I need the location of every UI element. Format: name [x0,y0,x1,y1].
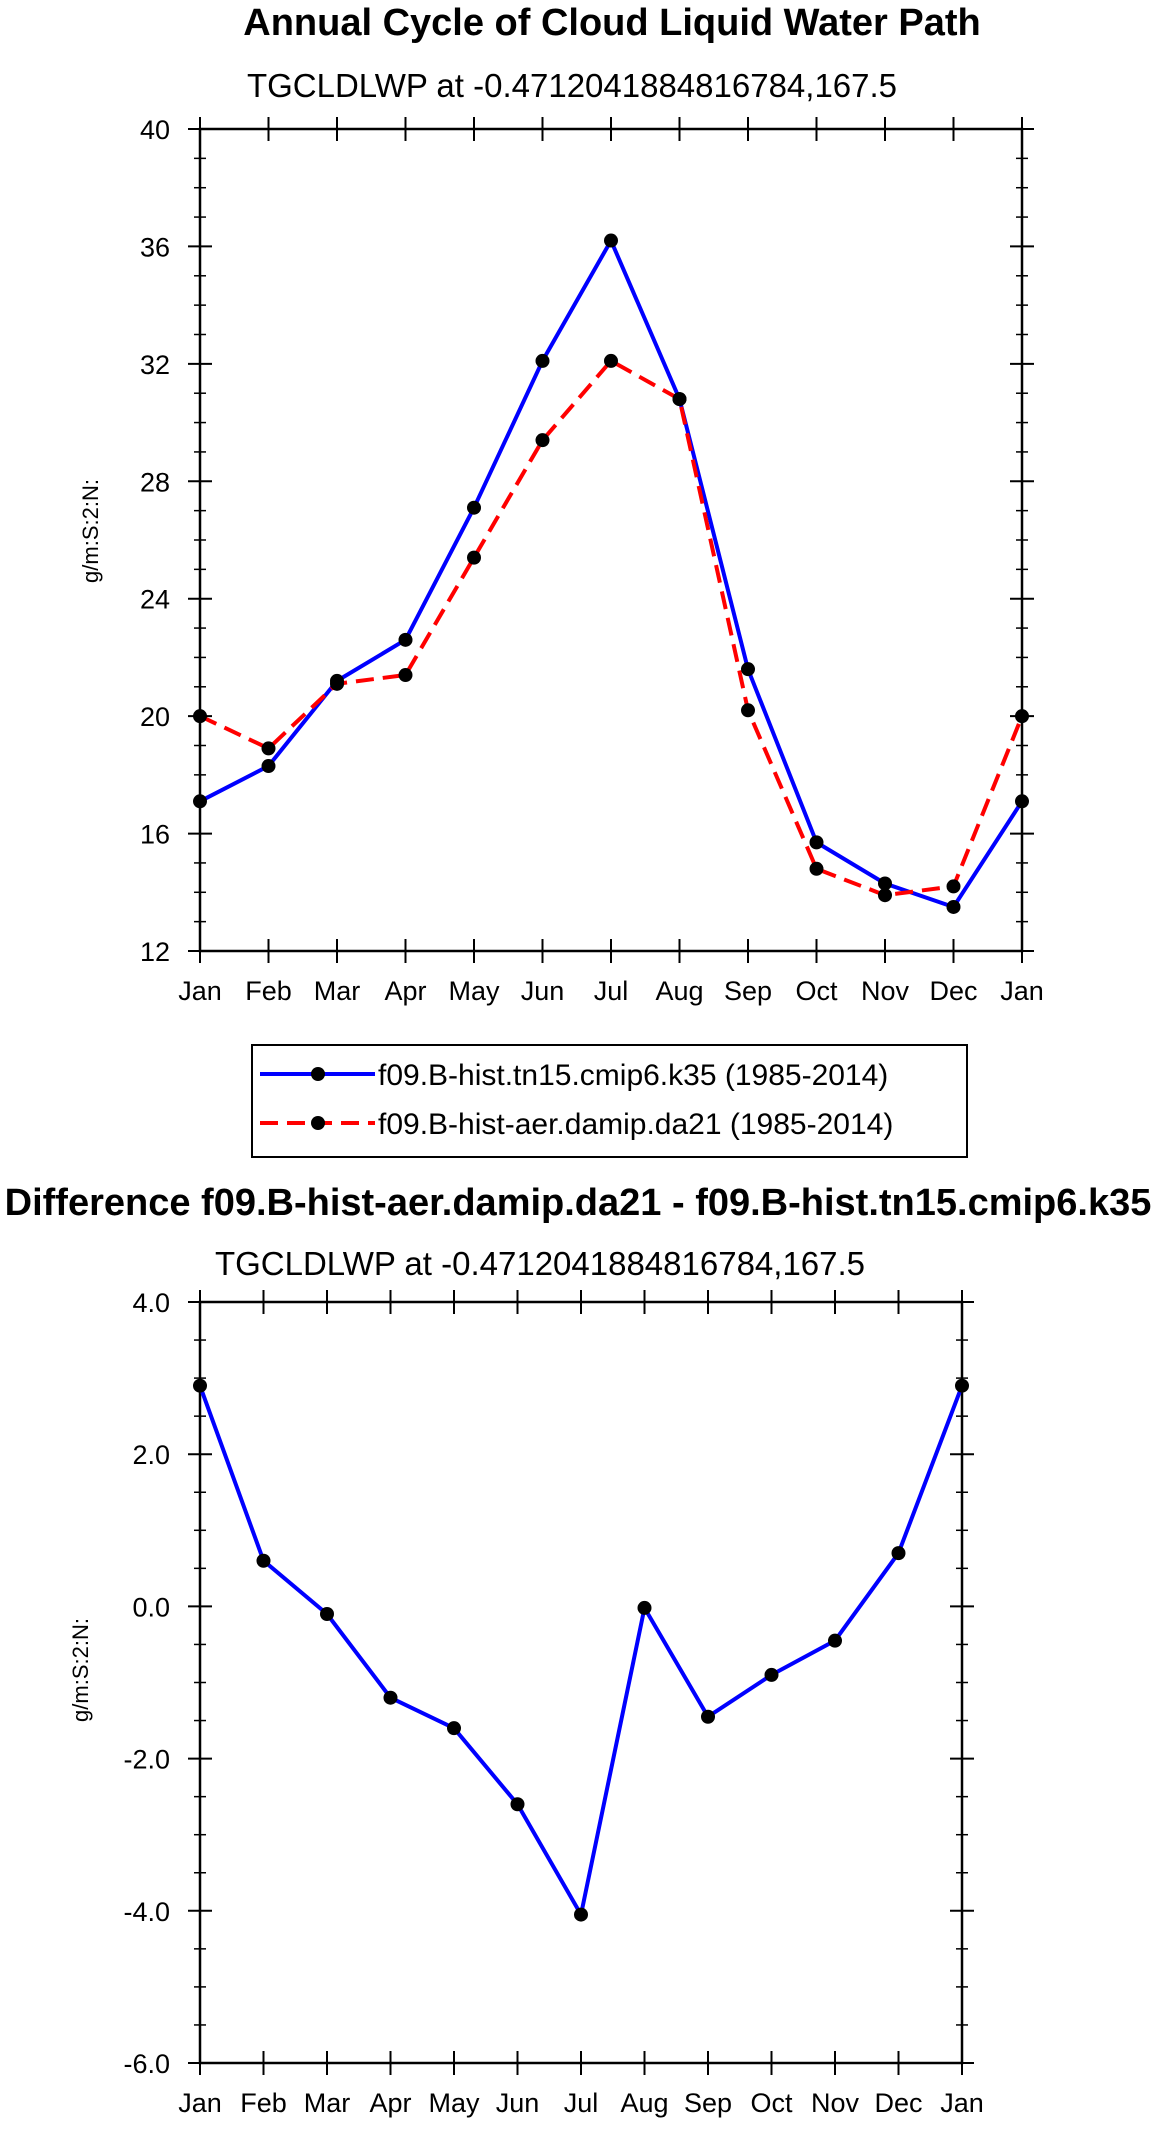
bottom-chart-series-1-point [320,1607,334,1622]
legend-label-series-2: f09.B-hist-aer.damip.da21 (1985-2014) [378,1108,893,1141]
bottom-chart-xtick-label: Oct [750,2088,793,2118]
top-chart-xtick-label: Jan [1000,976,1044,1006]
top-chart-ytick-label: 12 [140,937,170,967]
top-chart-series-1-line [199,238,1024,909]
top-chart-ytick-label: 20 [140,702,170,732]
bottom-chart-series-1-point [764,1667,779,1682]
top-chart-xtick-label: Jun [521,976,565,1006]
legend-label-series-1: f09.B-hist.tn15.cmip6.k35 (1985-2014) [378,1059,888,1092]
top-chart-series-2-point [672,392,687,407]
top-chart-xtick-label: Dec [929,976,977,1006]
top-chart-series-1-point [946,899,961,914]
top-chart-xtick-label: Sep [724,976,772,1006]
bottom-chart-xtick-label: Mar [304,2088,351,2118]
bottom-chart-series-1-point [701,1709,715,1724]
bottom-chart-plot-area: -6.0 -4.0 -2.0 0.0 2.0 4.0 Jan Feb Mar Apr May Jun J… [123,1288,983,2118]
top-chart-xtick-label: Aug [655,976,703,1006]
top-chart-series-1-point [261,759,276,774]
top-chart-series-1-point [878,876,892,891]
top-chart-series-2-point [330,676,344,691]
bottom-chart-xtick-label: Apr [369,2088,411,2118]
bottom-chart-series-1-point [828,1633,842,1648]
top-chart-ytick-label: 16 [140,820,170,850]
bottom-chart-y-axis-label: g/m:S:2:N: [68,1618,93,1722]
bottom-chart-xtick-label: Jun [496,2088,540,2118]
top-chart-series-1-point [741,662,755,677]
bottom-chart-ytick-label: 4.0 [132,1288,170,1318]
top-chart-series-2-point [261,741,276,756]
top-chart-y-axis-label: g/m:S:2:N: [78,479,103,583]
bottom-chart-title: Difference f09.B-hist-aer.damip.da21 - f… [5,1182,1152,1224]
bottom-chart-series-1-point [955,1378,969,1393]
top-chart-xtick-label: Oct [795,976,838,1006]
top-chart-series-1-point [467,500,481,515]
bottom-chart-series-1-point [193,1378,207,1393]
top-chart-series-2-point [946,879,961,894]
top-chart-series-2-point [878,888,892,903]
top-chart-series-1-point [1015,794,1029,809]
top-chart-ytick-label: 36 [140,232,170,262]
top-chart-ytick-label: 28 [140,467,170,497]
bottom-chart-series-1-point [637,1600,652,1615]
top-chart-series-2-point [809,861,824,876]
top-chart-series-2-point [604,353,618,368]
top-chart-xtick-label: Mar [314,976,361,1006]
bottom-chart-xtick-label: May [428,2088,480,2118]
top-chart-ytick-label: 24 [140,585,170,615]
legend-marker-series-1 [311,1067,325,1081]
top-chart-series-1-point [604,233,618,248]
bottom-chart-ytick-label: -6.0 [123,2049,170,2079]
top-chart-xtick-label: Jul [594,976,629,1006]
legend-marker-series-2 [311,1116,325,1130]
top-chart-series-1-point [809,835,824,850]
legend-box [251,1044,968,1158]
bottom-chart-series-1-point [447,1721,461,1736]
top-chart-series-1-point [193,794,207,809]
bottom-chart-xtick-label: Jan [178,2088,222,2118]
bottom-chart-subtitle: TGCLDLWP at -0.4712041884816784,167.5 [215,1245,865,1282]
top-chart-series-2-line [199,358,1024,898]
bottom-chart-xtick-label: Aug [620,2088,668,2118]
bottom-chart-series-1-line [198,1384,964,1917]
top-chart-series-2-point [398,668,413,683]
top-chart-frame [198,127,1024,953]
top-chart-xtick-label: Feb [245,976,292,1006]
top-chart-series-1-point [398,632,413,647]
top-chart-xtick-label: Apr [384,976,426,1006]
bottom-chart: Difference f09.B-hist-aer.damip.da21 - f… [5,1182,1152,2118]
top-chart-series-1-point [535,353,550,368]
top-chart-series-2-point [741,703,755,718]
bottom-chart-xtick-label: Dec [874,2088,922,2118]
bottom-chart-series-1-point [574,1907,588,1922]
bottom-chart-ytick-label: 2.0 [132,1440,170,1470]
top-chart-xtick-label: Jan [178,976,222,1006]
top-chart: Annual Cycle of Cloud Liquid Water Path … [78,2,1044,1006]
bottom-chart-ytick-label: -2.0 [123,1745,170,1775]
bottom-chart-xtick-label: Nov [811,2088,860,2118]
top-chart-xtick-label: May [448,976,500,1006]
bottom-chart-series-1-point [510,1797,525,1812]
bottom-chart-ytick-label: -4.0 [123,1897,170,1927]
bottom-chart-frame [198,1300,964,2065]
top-chart-title: Annual Cycle of Cloud Liquid Water Path [243,2,981,44]
top-chart-series-2-point [1015,709,1029,724]
legend: f09.B-hist.tn15.cmip6.k35 (1985-2014) f0… [251,1044,968,1158]
top-chart-series-2-point [193,709,207,724]
top-chart-series-2-point [535,433,550,448]
top-chart-xtick-label: Nov [861,976,910,1006]
top-chart-plot-area: 12 16 20 24 28 32 36 40 Jan Feb Mar Apr May Jun Jul Aug… [140,115,1044,1006]
top-chart-ytick-label: 32 [140,350,170,380]
bottom-chart-xtick-label: Jan [940,2088,984,2118]
top-chart-subtitle: TGCLDLWP at -0.4712041884816784,167.5 [247,67,897,104]
bottom-chart-series-1-point [256,1553,271,1568]
top-chart-series-2-point [467,550,481,565]
bottom-chart-xtick-label: Jul [564,2088,599,2118]
bottom-chart-xtick-label: Feb [240,2088,287,2118]
top-chart-ytick-label: 40 [140,115,170,145]
bottom-chart-ytick-label: 0.0 [132,1592,170,1622]
bottom-chart-series-1-point [383,1690,398,1705]
bottom-chart-xtick-label: Sep [684,2088,732,2118]
bottom-chart-series-1-point [891,1546,906,1561]
